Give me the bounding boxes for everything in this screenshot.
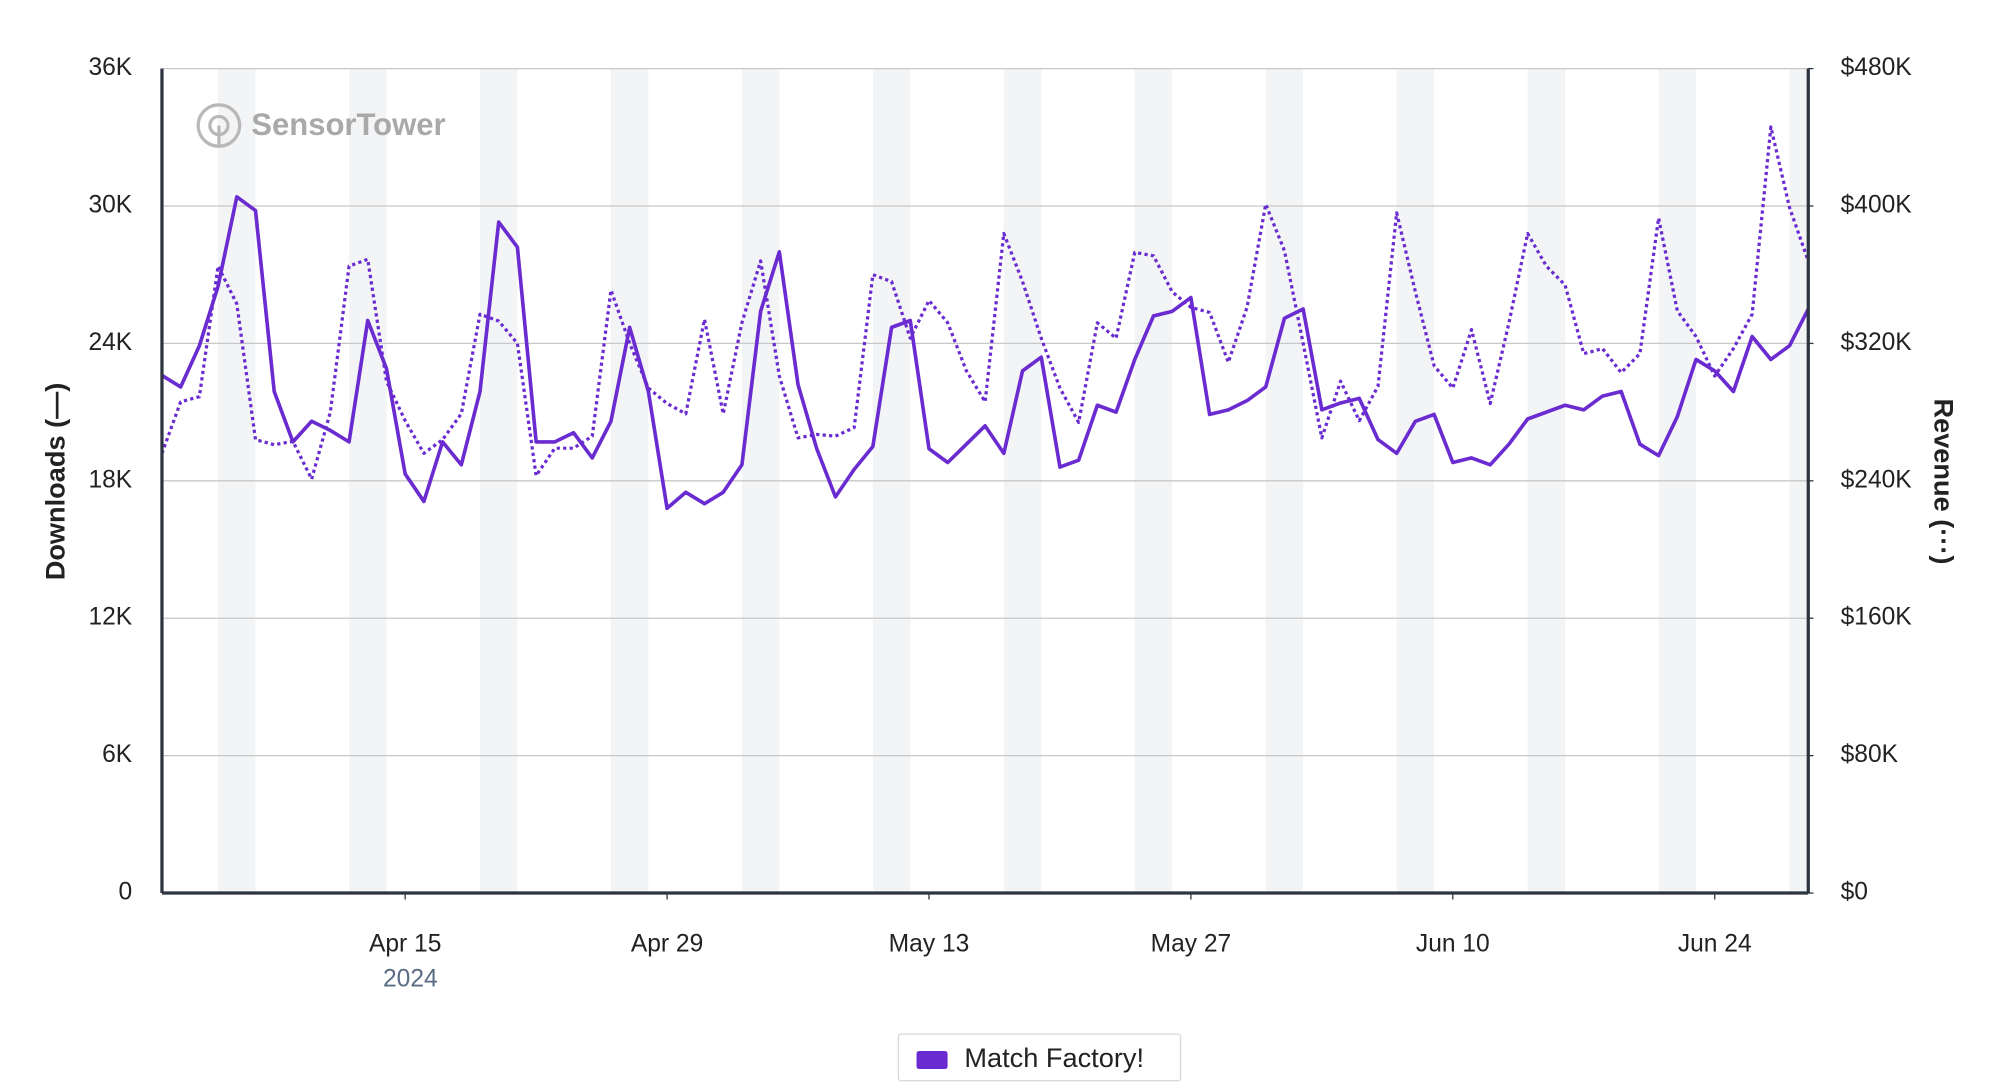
x-tick-label: Apr 29 — [631, 930, 703, 957]
x-year-label: 2024 — [383, 965, 438, 992]
legend-swatch — [916, 1050, 948, 1070]
legend-label: Match Factory! — [964, 1042, 1144, 1073]
y-tick-label: 36K — [88, 54, 132, 81]
x-tick-label: May 27 — [1151, 930, 1232, 957]
y-tick-label: 30K — [88, 192, 132, 219]
watermark-group: SensorTower — [196, 103, 446, 148]
y2-tick-label: $0 — [1841, 879, 1868, 906]
legend-box — [897, 1033, 1182, 1082]
y2-tick-label: $240K — [1841, 466, 1913, 493]
y-tick-label: 24K — [88, 329, 132, 356]
axes: 0 6K 12K 18K 24K 30K 36K $0 $80K $160K $240K $320K $… — [88, 54, 1912, 992]
x-tick-label: May 13 — [889, 930, 970, 957]
y2-tick-label: $160K — [1841, 604, 1913, 631]
y2-tick-label: $80K — [1841, 741, 1899, 768]
y-tick-label: 12K — [88, 604, 132, 631]
y2-tick-label: $480K — [1841, 54, 1913, 81]
y-tick-label: 18K — [88, 466, 132, 493]
x-tick-label: Jun 10 — [1416, 930, 1490, 957]
y-tick-label: 6K — [102, 741, 133, 768]
lines — [160, 125, 1810, 511]
y-axis-title: Downloads (—) — [39, 383, 70, 581]
watermark: SensorTower — [251, 107, 445, 142]
downloads-line — [161, 195, 1810, 511]
y2-axis-title: Revenue (···) — [1928, 398, 1959, 564]
y2-tick-label: $400K — [1841, 192, 1913, 219]
x-tick-label: Jun 24 — [1678, 930, 1752, 957]
x-tick-label: Apr 15 — [369, 930, 441, 957]
legend: Match Factory! — [897, 1033, 1182, 1082]
y-tick-label: 0 — [119, 879, 133, 906]
y2-tick-label: $320K — [1841, 329, 1913, 356]
